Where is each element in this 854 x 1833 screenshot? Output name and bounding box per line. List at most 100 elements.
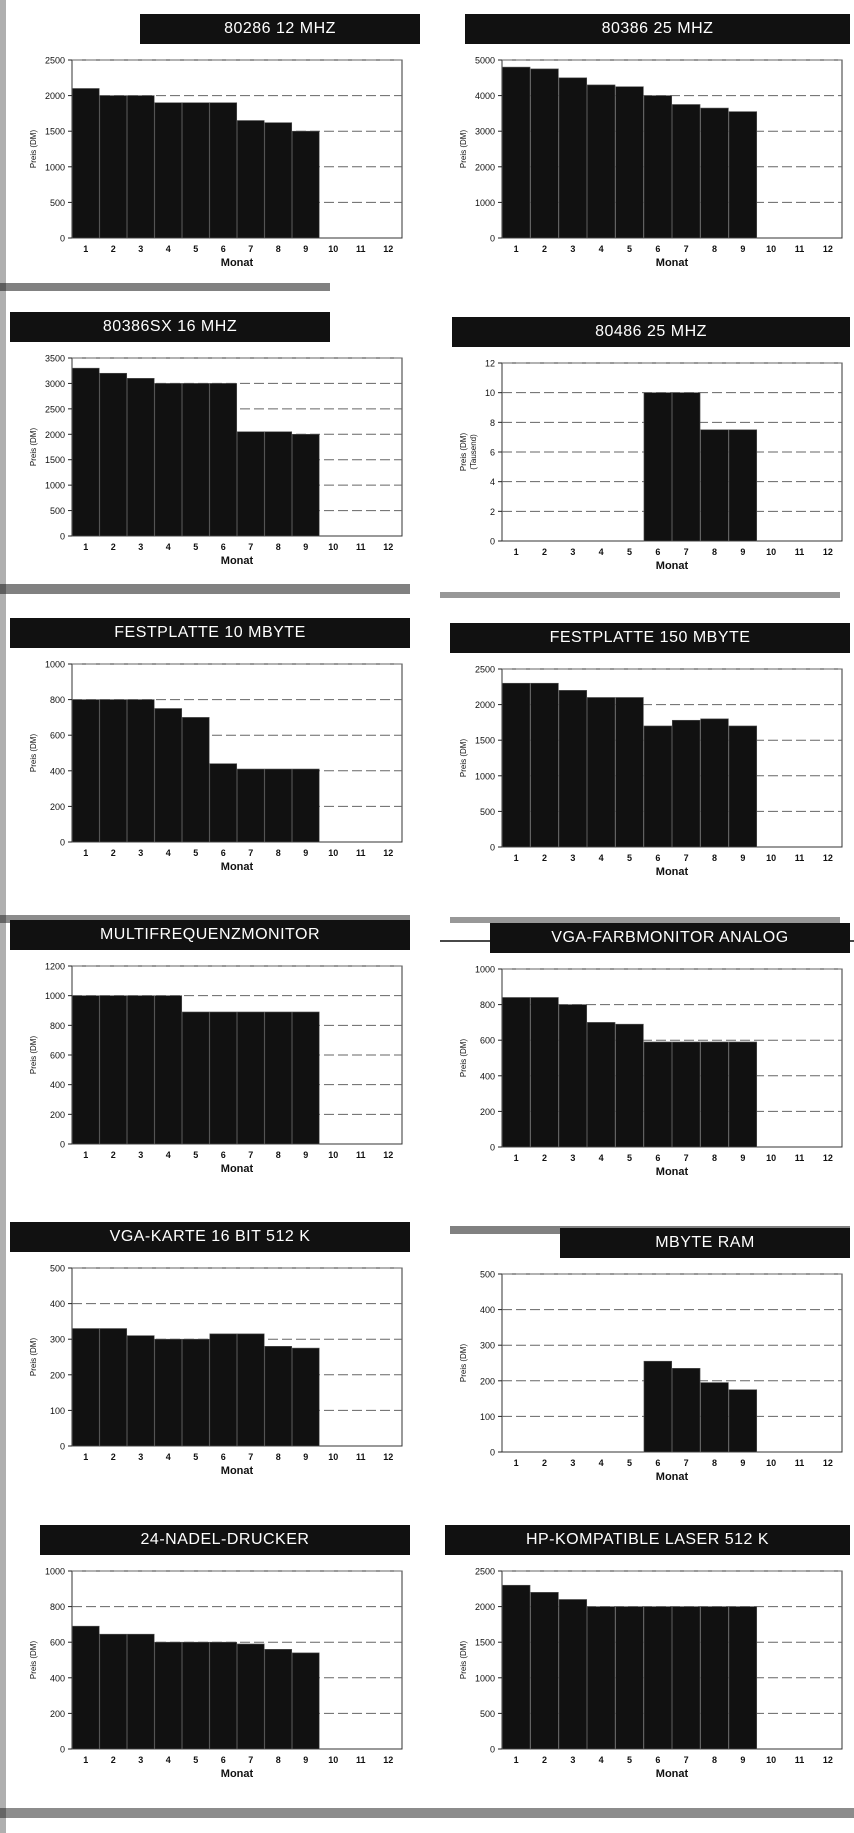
y-tick-label: 500 [50,198,65,208]
bar-4 [154,383,183,537]
bar-8 [700,107,729,239]
y-tick-label: 1500 [45,127,65,137]
bar-1 [71,88,100,239]
bar-5 [615,1023,644,1148]
x-tick-label: 1 [83,1150,88,1160]
bar-6 [209,1011,238,1145]
x-tick-label: 11 [795,1458,805,1468]
scan-noise-bottom [0,1808,854,1818]
y-tick-label: 2500 [475,665,495,675]
x-tick-label: 8 [276,1755,281,1765]
y-tick-label: 0 [490,234,495,244]
chart-panel-9: VGA-KARTE 16 BIT 512 K 0 100 200 300 400 500 1 2… [10,1222,410,1512]
x-tick-label: 3 [138,1452,143,1462]
chart-title: HP-KOMPATIBLE LASER 512 K [445,1525,850,1555]
y-tick-label: 1500 [475,1638,495,1648]
bar-5 [181,1338,210,1447]
x-tick-label: 9 [303,1755,308,1765]
y-axis-label: Preis (DM) [459,433,468,472]
x-tick-label: 2 [542,853,547,863]
bar-6 [209,102,238,239]
y-tick-label: 500 [50,1264,65,1274]
x-axis-label: Monat [656,560,689,572]
x-tick-label: 10 [328,1755,338,1765]
y-tick-label: 1000 [475,965,495,975]
x-tick-label: 7 [248,848,253,858]
y-tick-label: 1500 [45,455,65,465]
bar-9 [728,429,758,542]
x-tick-label: 12 [823,853,833,863]
x-tick-label: 4 [166,848,171,858]
x-tick-label: 3 [138,1150,143,1160]
bar-5 [181,1011,210,1145]
bar-1 [71,995,100,1145]
bar-8 [264,768,293,843]
x-tick-label: 2 [111,1452,116,1462]
bar-7 [236,1011,265,1145]
x-tick-label: 12 [823,1755,833,1765]
bar-7 [671,104,701,239]
y-tick-label: 2000 [475,162,495,172]
x-tick-label: 6 [655,1458,660,1468]
x-tick-label: 10 [766,1153,776,1163]
x-tick-label: 5 [193,542,198,552]
chart-title: 80386SX 16 MHZ [10,312,330,342]
x-tick-label: 6 [655,1755,660,1765]
bar-2 [99,95,128,239]
bar-3 [126,1335,155,1447]
x-tick-label: 8 [276,1150,281,1160]
y-tick-label: 500 [480,1709,495,1719]
bar-9 [728,1041,758,1148]
x-tick-label: 9 [740,853,745,863]
bar-2 [530,68,559,239]
y-tick-label: 2000 [45,430,65,440]
bar-8 [264,1011,293,1145]
y-tick-label: 0 [490,1745,495,1755]
bar-4 [586,1606,616,1750]
chart-title: 24-NADEL-DRUCKER [40,1525,410,1555]
x-tick-label: 6 [655,547,660,557]
bar-8 [700,1382,729,1453]
y-tick-label: 0 [60,1442,65,1452]
x-tick-label: 4 [166,1150,171,1160]
y-axis-label: Preis (DM) [29,1036,38,1075]
x-tick-label: 5 [193,1150,198,1160]
y-tick-label: 3000 [475,127,495,137]
x-tick-label: 7 [248,244,253,254]
y-tick-label: 1000 [45,162,65,172]
x-tick-label: 1 [514,1153,519,1163]
x-tick-label: 12 [383,244,393,254]
chart-panel-12: HP-KOMPATIBLE LASER 512 K 0 500 1000 1500 200… [440,1525,850,1815]
chart-panel-5: FESTPLATTE 10 MBYTE 0 200 400 600 800 1000 1 2 3 4… [10,618,410,908]
x-tick-label: 12 [823,1458,833,1468]
bar-3 [558,1599,588,1750]
x-tick-label: 9 [740,1458,745,1468]
bar-2 [99,699,128,843]
y-tick-label: 300 [480,1341,495,1351]
bar-7 [236,431,265,537]
bar-5 [615,1606,644,1750]
bar-9 [728,111,758,239]
x-tick-label: 9 [303,244,308,254]
x-tick-label: 4 [599,244,604,254]
x-tick-label: 7 [248,542,253,552]
x-tick-label: 9 [303,1452,308,1462]
chart-panel-4: 80486 25 MHZ 0 2 4 6 8 10 12 1 2 3 4 5 6 7 8 9 10 11 12 Mona… [440,317,850,607]
chart-title: MBYTE RAM [560,1228,850,1258]
chart-title: FESTPLATTE 10 MBYTE [10,618,410,648]
bar-6 [209,383,238,537]
chart-panel-10: MBYTE RAM 0 100 200 300 400 500 1 2 3 4 5 6 7 8 9 10 11 12… [440,1228,850,1518]
y-tick-label: 800 [50,1602,65,1612]
y-tick-label: 200 [50,1370,65,1380]
bar-9 [728,725,758,848]
bar-9 [291,1347,320,1447]
x-tick-label: 7 [684,547,689,557]
bar-5 [615,86,644,239]
scan-noise-band-5 [450,917,840,923]
x-tick-label: 11 [356,244,366,254]
x-tick-label: 5 [193,848,198,858]
